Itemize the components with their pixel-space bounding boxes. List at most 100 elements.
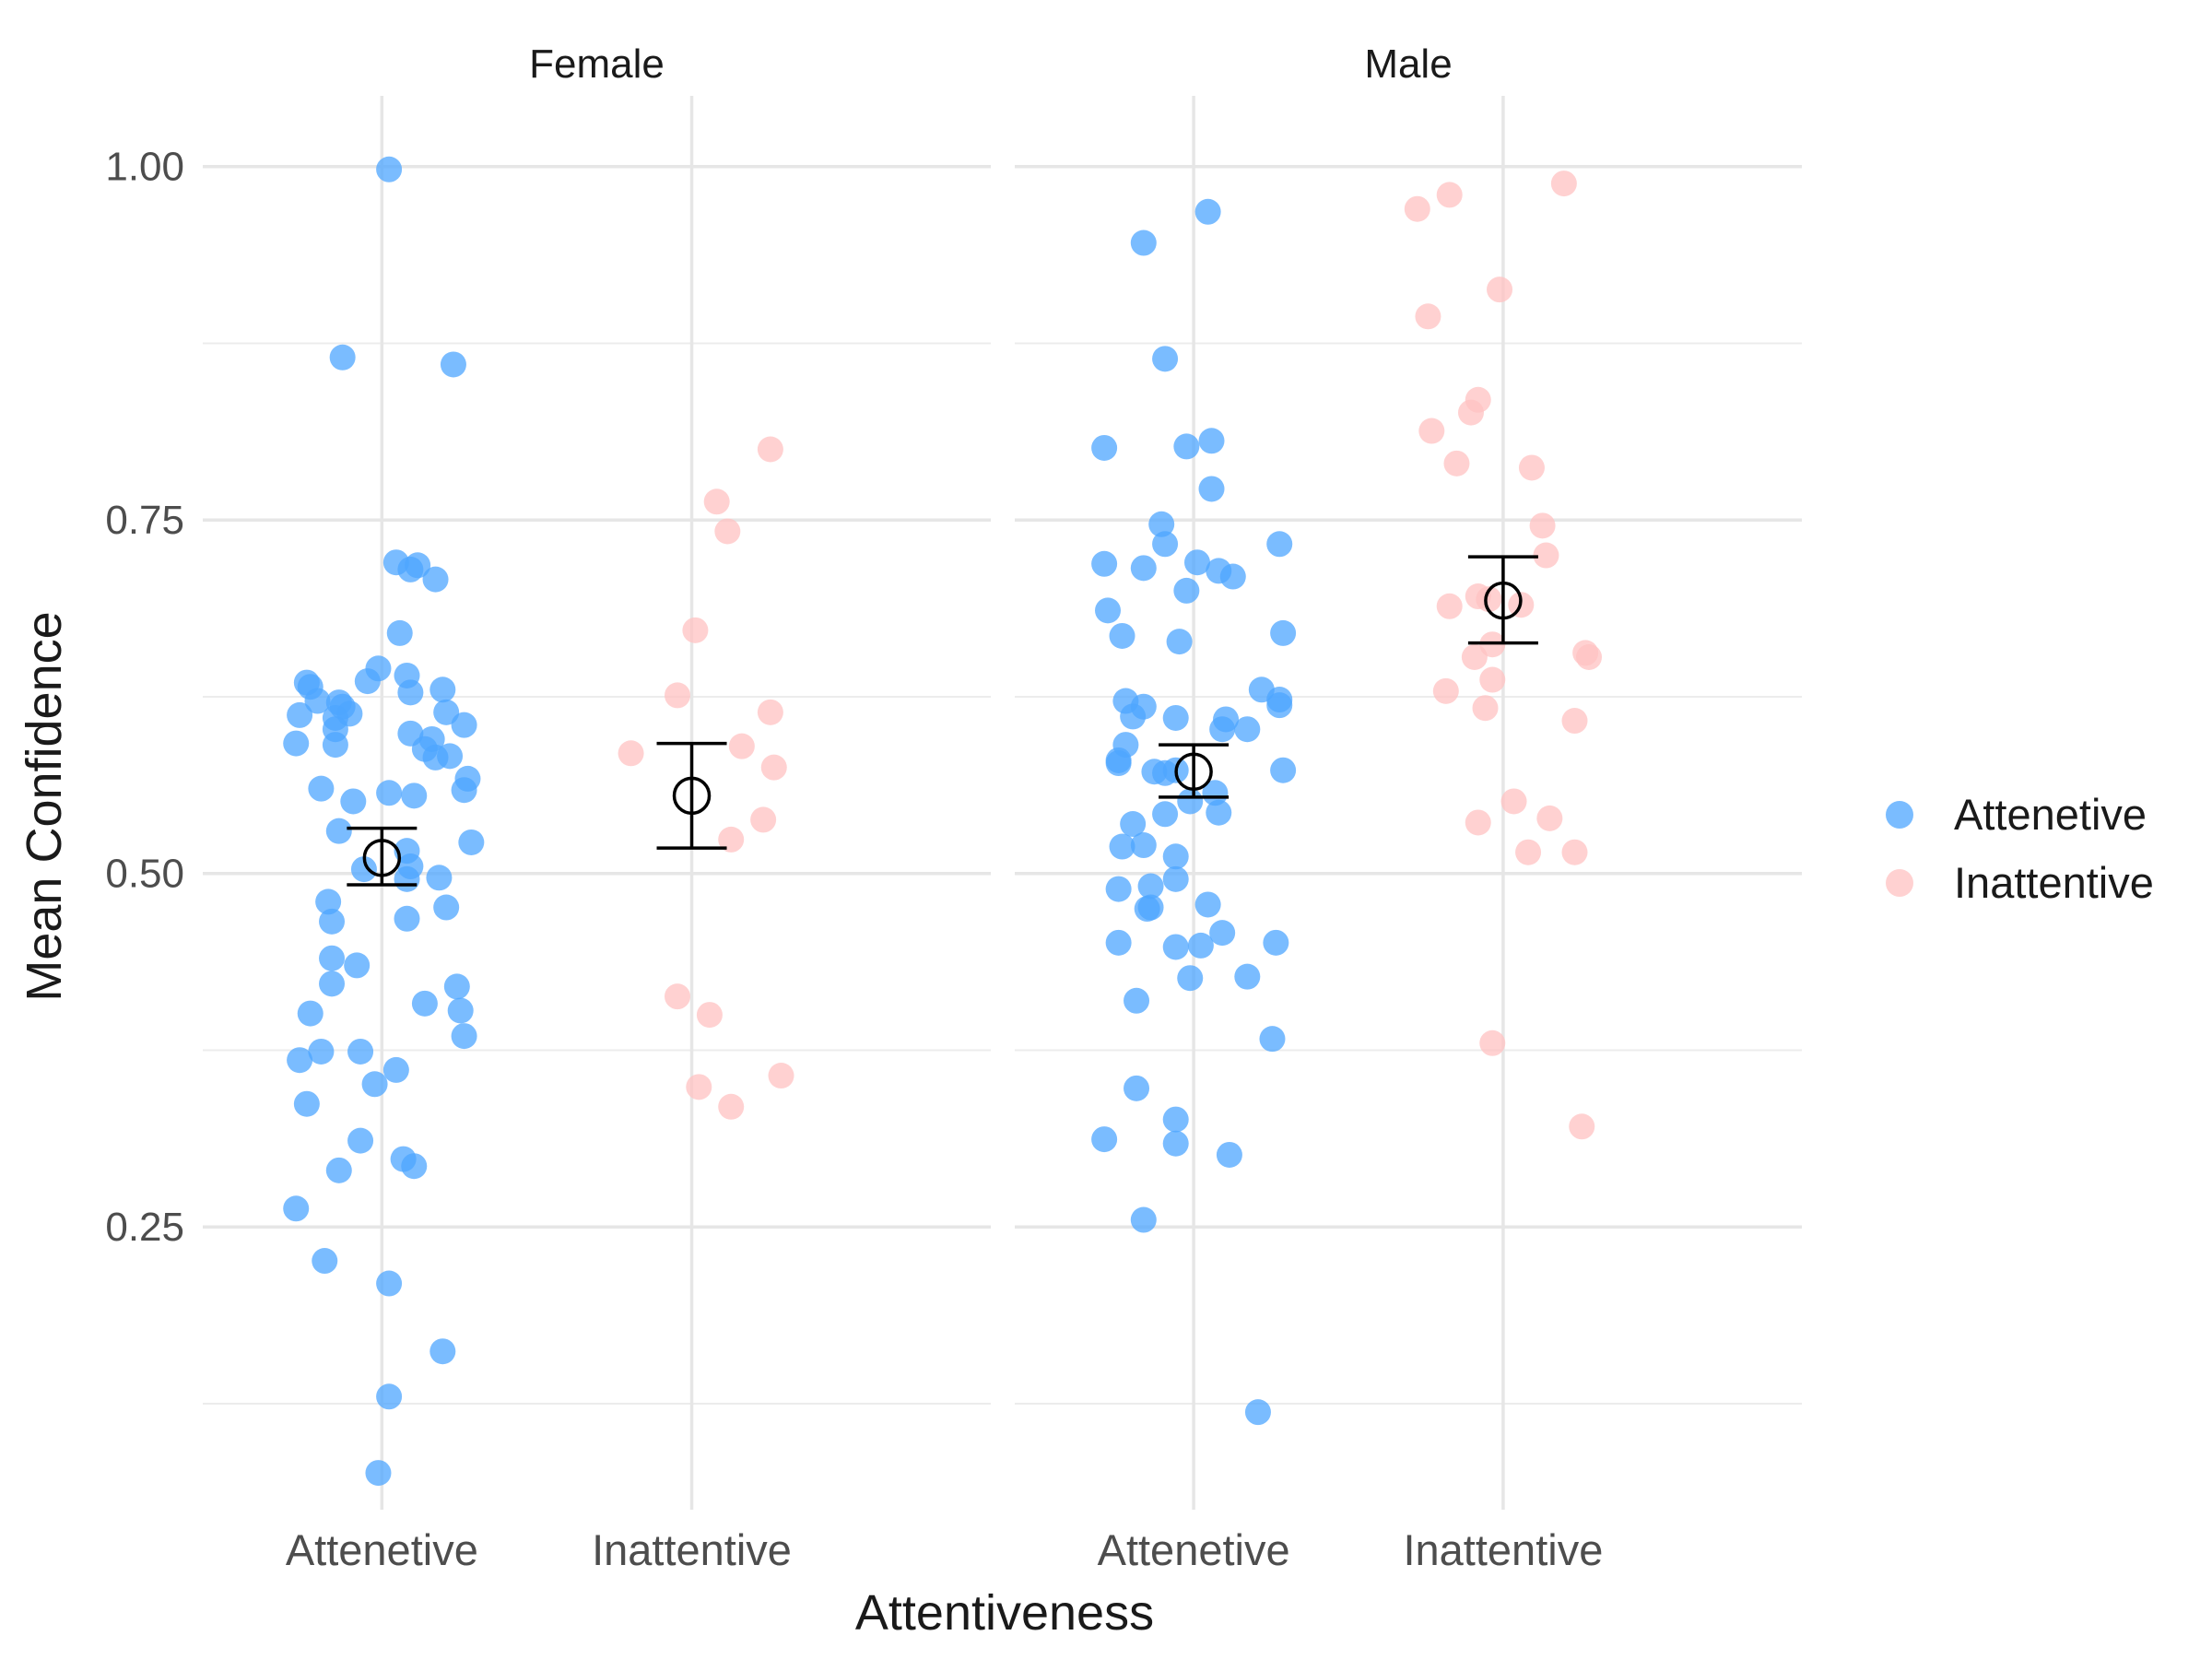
data-point (287, 1047, 313, 1074)
data-point (1436, 593, 1463, 619)
data-point (714, 518, 741, 545)
y-tick-label: 0.75 (105, 498, 184, 543)
data-point (1162, 1106, 1189, 1133)
data-point (1105, 750, 1132, 777)
data-point (376, 780, 403, 806)
data-point (422, 744, 449, 771)
data-point (1479, 666, 1506, 693)
data-point (297, 1000, 324, 1027)
data-point (696, 1002, 723, 1029)
data-point (1536, 805, 1563, 831)
data-point (1152, 801, 1179, 828)
data-point (1443, 450, 1470, 477)
data-point (1105, 876, 1132, 902)
data-point (1576, 643, 1603, 670)
gridlines (203, 96, 1802, 1510)
data-point (1202, 780, 1229, 806)
data-point (401, 782, 428, 809)
data-point (1259, 1026, 1286, 1053)
data-point (1187, 932, 1214, 959)
data-point (458, 829, 485, 855)
data-point (1515, 839, 1542, 865)
data-point (1550, 171, 1577, 197)
y-axis-title: Mean Confidence (17, 611, 72, 1001)
data-point (760, 754, 787, 781)
data-point (1091, 434, 1118, 461)
data-point (1216, 1141, 1242, 1168)
data-point (433, 894, 460, 921)
data-point (1529, 512, 1556, 539)
y-tick-label: 1.00 (105, 145, 184, 190)
data-point (1198, 428, 1225, 454)
data-point (1152, 346, 1179, 372)
data-point (376, 156, 403, 182)
x-tick-label: Inattentive (592, 1525, 792, 1574)
legend-key (1886, 869, 1913, 897)
data-point (1569, 1113, 1595, 1140)
data-point (283, 1195, 310, 1222)
data-point (1130, 1206, 1157, 1233)
data-point (319, 945, 346, 971)
data-point (1476, 586, 1502, 613)
data-point (1105, 929, 1132, 956)
data-point (1120, 811, 1147, 838)
data-point (1244, 1399, 1271, 1426)
data-point (429, 1338, 456, 1365)
data-point (1130, 229, 1157, 256)
data-point (1094, 597, 1121, 624)
data-point (325, 1157, 352, 1183)
data-point (312, 1248, 338, 1275)
data-point (361, 1071, 388, 1098)
legend-label: Attenetive (1954, 790, 2147, 839)
data-point (340, 788, 367, 815)
data-point (1436, 182, 1463, 208)
data-point (665, 682, 691, 709)
data-point (1177, 965, 1204, 992)
y-tick-label: 0.50 (105, 852, 184, 897)
x-tick-label: Inattentive (1403, 1525, 1603, 1574)
data-point (1134, 896, 1160, 923)
data-point (293, 1090, 320, 1117)
data-point (1479, 1030, 1506, 1056)
data-point (315, 888, 342, 915)
data-point (1124, 1075, 1150, 1101)
data-point (718, 1093, 745, 1120)
data-point (1194, 198, 1221, 225)
data-point (382, 1056, 409, 1083)
data-point (394, 905, 420, 932)
data-point (319, 971, 346, 997)
data-point (411, 990, 438, 1017)
data-point (1270, 619, 1297, 646)
data-point (1206, 799, 1232, 826)
data-point (1561, 708, 1588, 735)
data-point (1091, 1126, 1118, 1153)
data-point (386, 619, 413, 646)
data-point (1404, 195, 1430, 222)
data-point (397, 679, 424, 706)
data-point (1162, 934, 1189, 960)
x-axis-title: Attentiveness (855, 1585, 1154, 1641)
data-point (1166, 629, 1193, 655)
data-point (422, 566, 449, 593)
data-point (283, 730, 310, 757)
data-point (1109, 833, 1135, 860)
facet-label: Male (1364, 41, 1452, 87)
data-point (1120, 703, 1147, 730)
data-point (376, 1270, 403, 1297)
data-point (1270, 757, 1297, 783)
data-point (768, 1063, 794, 1089)
data-point (1263, 929, 1289, 956)
data-point (401, 1153, 428, 1180)
data-point (433, 699, 460, 725)
data-point (1500, 788, 1527, 815)
data-point (1457, 399, 1484, 426)
data-point (1091, 550, 1118, 577)
data-point (405, 552, 431, 579)
data-point (429, 677, 456, 703)
data-point (322, 732, 348, 759)
data-point (1152, 531, 1179, 558)
data-point (682, 617, 709, 643)
mean-marker (362, 839, 402, 877)
data-point (365, 1460, 392, 1487)
